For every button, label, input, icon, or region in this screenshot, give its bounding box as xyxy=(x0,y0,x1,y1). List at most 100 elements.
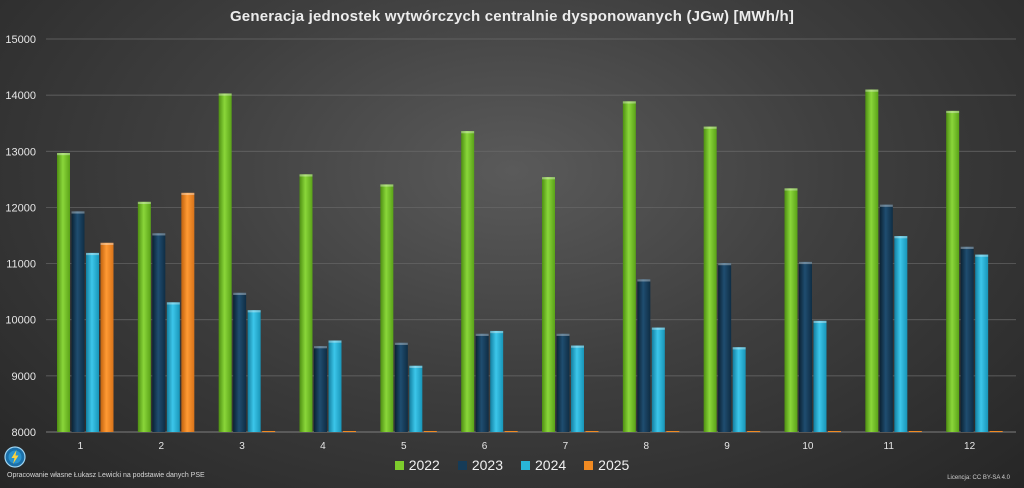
grid xyxy=(46,38,1016,433)
bar-2023-4 xyxy=(314,346,327,432)
bar-highlight xyxy=(622,101,636,104)
bar-2024-12 xyxy=(975,254,989,432)
x-tick-label: 6 xyxy=(482,441,488,452)
x-tick-label: 10 xyxy=(802,441,814,452)
legend-swatch xyxy=(584,460,594,470)
bar-highlight xyxy=(380,184,394,187)
bar-highlight xyxy=(166,302,180,305)
bar-highlight xyxy=(784,188,798,191)
bar-2024-1 xyxy=(86,252,99,432)
bar-2023-11 xyxy=(879,204,893,432)
bar-2022-5 xyxy=(380,184,394,432)
bar-highlight xyxy=(100,242,114,245)
bar-2022-8 xyxy=(622,101,636,432)
bar-highlight xyxy=(71,211,85,214)
bar-2024-10 xyxy=(813,320,827,432)
y-tick-label: 10000 xyxy=(5,315,36,327)
bar-highlight xyxy=(152,233,166,236)
bar-highlight xyxy=(409,365,423,368)
bar-2024-5 xyxy=(409,365,423,432)
bar-highlight xyxy=(946,110,960,114)
bar-highlight xyxy=(137,201,151,205)
legend-label: 2022 xyxy=(408,457,440,473)
legend-item-2023: 2023 xyxy=(457,457,503,473)
bar-2022-1 xyxy=(57,152,70,432)
bar-highlight xyxy=(571,345,584,348)
x-axis: 1 2 3 4 5 6 7 8 9 10 11 12 xyxy=(78,441,976,452)
bar-highlight xyxy=(57,152,70,156)
credit-text: Opracowanie własne Łukasz Lewicki na pod… xyxy=(7,472,205,479)
bar-highlight xyxy=(218,93,232,96)
bar-highlight xyxy=(894,236,908,239)
y-tick-label: 13000 xyxy=(5,146,36,158)
bar-highlight xyxy=(314,346,327,349)
bar-highlight xyxy=(461,131,475,134)
legend-swatch xyxy=(521,460,530,470)
bar-2025-2 xyxy=(181,192,195,432)
bar-highlight xyxy=(813,320,827,324)
bar-2025-1 xyxy=(100,242,114,432)
x-tick-label: 7 xyxy=(563,441,569,452)
bar-highlight xyxy=(394,342,408,345)
bar-2024-2 xyxy=(166,302,180,432)
x-tick-label: 11 xyxy=(884,441,895,452)
bar-highlight xyxy=(181,192,195,196)
bar-highlight xyxy=(718,263,732,266)
bar-2024-4 xyxy=(328,340,342,432)
bar-2023-3 xyxy=(233,292,247,432)
bar-2024-9 xyxy=(732,347,746,432)
bar-highlight xyxy=(299,174,313,177)
bar-2022-12 xyxy=(946,110,960,432)
bar-highlight xyxy=(86,252,99,256)
bar-highlight xyxy=(233,292,247,295)
bar-2023-8 xyxy=(637,279,651,432)
bar-2024-6 xyxy=(490,330,504,432)
x-tick-label: 8 xyxy=(643,441,649,452)
x-tick-label: 1 xyxy=(78,441,84,452)
legend-item-2025: 2025 xyxy=(584,457,629,473)
logo-icon xyxy=(4,446,26,468)
bar-highlight xyxy=(703,126,717,129)
chart-title: Generacja jednostek wytwórczych centraln… xyxy=(229,8,795,25)
bar-highlight xyxy=(637,279,651,282)
y-tick-label: 15000 xyxy=(5,34,36,46)
bar-2024-7 xyxy=(571,345,584,432)
legend-label: 2024 xyxy=(535,457,567,473)
license-text: Licencja: CC BY-SA 4.0 xyxy=(947,475,1010,481)
bar-2022-10 xyxy=(784,188,798,432)
x-tick-label: 12 xyxy=(964,441,976,452)
bar-highlight xyxy=(490,330,504,334)
bar-highlight xyxy=(960,246,974,249)
bar-2022-9 xyxy=(703,126,717,432)
y-tick-label: 8000 xyxy=(12,427,36,439)
bar-2023-6 xyxy=(475,333,489,432)
bar-2022-11 xyxy=(865,89,879,433)
bar-highlight xyxy=(865,89,879,92)
legend-swatch xyxy=(394,460,404,470)
bar-highlight xyxy=(651,327,665,330)
x-tick-label: 9 xyxy=(724,441,730,452)
legend-item-2022: 2022 xyxy=(394,457,440,473)
x-tick-label: 5 xyxy=(401,441,407,452)
y-tick-label: 9000 xyxy=(12,371,36,383)
bar-highlight xyxy=(328,340,342,343)
bar-2022-6 xyxy=(461,131,475,432)
bar-2022-3 xyxy=(218,93,232,433)
bar-highlight xyxy=(799,261,812,265)
bar-highlight xyxy=(975,254,989,257)
bar-highlight xyxy=(556,333,570,336)
bar-2022-7 xyxy=(542,177,555,432)
legend-swatch xyxy=(457,460,467,470)
bar-2022-2 xyxy=(137,201,151,432)
y-tick-label: 14000 xyxy=(5,90,36,102)
x-tick-label: 3 xyxy=(239,441,245,452)
bar-2023-12 xyxy=(960,246,974,432)
bar-2024-8 xyxy=(651,327,665,432)
y-tick-label: 11000 xyxy=(6,259,36,271)
bar-2023-1 xyxy=(71,211,85,432)
bar-2023-9 xyxy=(718,263,732,432)
bar-2023-10 xyxy=(799,261,812,432)
bar-2023-7 xyxy=(556,333,570,432)
bars xyxy=(57,89,1003,433)
legend-label: 2025 xyxy=(598,457,630,473)
